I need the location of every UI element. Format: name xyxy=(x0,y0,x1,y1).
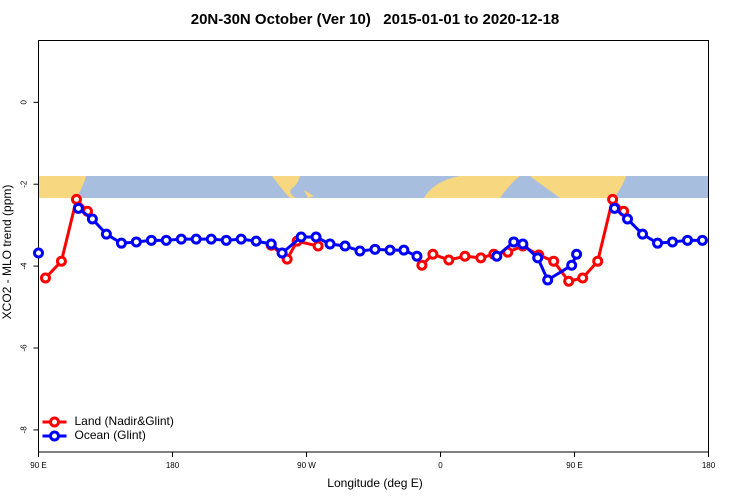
data-point xyxy=(39,272,51,284)
data-point xyxy=(310,231,322,243)
x-tick-label: 90 W xyxy=(297,461,316,470)
data-point xyxy=(265,238,277,250)
land-area xyxy=(38,176,86,198)
x-tick-label: 180 xyxy=(166,461,180,470)
data-point xyxy=(100,228,112,240)
data-point xyxy=(566,259,578,271)
data-point xyxy=(666,236,678,248)
land-area xyxy=(530,176,626,198)
legend-marker xyxy=(49,416,60,428)
data-point xyxy=(459,250,471,262)
data-point xyxy=(398,244,410,256)
x-tick-label: 180 xyxy=(702,461,716,470)
y-tick-label: -6 xyxy=(20,344,29,352)
data-point xyxy=(70,193,82,205)
data-point xyxy=(637,228,649,240)
y-tick-label: 0 xyxy=(20,100,29,105)
land-area xyxy=(304,190,314,198)
data-point xyxy=(145,234,157,246)
data-point xyxy=(205,233,217,245)
data-point xyxy=(571,248,583,260)
data-point xyxy=(517,238,529,250)
data-point xyxy=(696,234,708,246)
data-point xyxy=(276,247,288,259)
data-point xyxy=(607,193,619,205)
data-point xyxy=(532,252,544,264)
land-area xyxy=(272,176,300,198)
data-point xyxy=(577,272,589,284)
data-point xyxy=(592,255,604,267)
y-axis-title: XCO2 - MLO trend (ppm) xyxy=(0,185,14,320)
data-point xyxy=(339,240,351,252)
data-point xyxy=(416,259,428,271)
x-tick-label: 90 E xyxy=(30,461,46,470)
y-tick-label: -2 xyxy=(20,180,29,188)
x-tick-label: 90 E xyxy=(566,461,582,470)
data-point xyxy=(369,243,381,255)
legend-label: Land (Nadir&Glint) xyxy=(75,414,174,428)
data-point xyxy=(115,237,127,249)
data-point xyxy=(609,202,621,214)
data-point xyxy=(542,274,554,286)
data-point xyxy=(652,237,664,249)
data-point xyxy=(312,240,324,252)
chart-title: 20N-30N October (Ver 10) 2015-01-01 to 2… xyxy=(191,11,560,28)
map-strip xyxy=(38,176,709,198)
data-point xyxy=(443,254,455,266)
data-point xyxy=(563,275,575,287)
data-point xyxy=(622,213,634,225)
legend-marker xyxy=(49,430,60,442)
data-point xyxy=(475,252,487,264)
data-point xyxy=(160,234,172,246)
data-point xyxy=(175,233,187,245)
data-point xyxy=(250,235,262,247)
data-point xyxy=(295,231,307,243)
data-point xyxy=(33,247,44,259)
data-point xyxy=(508,236,520,248)
data-point xyxy=(130,236,142,248)
data-point xyxy=(354,245,366,257)
data-point xyxy=(682,234,694,246)
x-axis-title: Longitude (deg E) xyxy=(327,476,422,490)
data-point xyxy=(86,213,98,225)
data-point xyxy=(190,233,202,245)
data-point xyxy=(72,202,84,214)
data-point xyxy=(235,233,247,245)
data-point xyxy=(220,234,232,246)
data-point xyxy=(55,255,67,267)
legend-label: Ocean (Glint) xyxy=(75,428,146,442)
data-point xyxy=(411,250,423,262)
data-point xyxy=(491,250,503,262)
data-point xyxy=(384,244,396,256)
data-point xyxy=(548,255,560,267)
y-tick-label: -4 xyxy=(20,262,29,270)
data-point xyxy=(427,248,439,260)
plot-frame xyxy=(38,40,709,453)
x-tick-label: 0 xyxy=(438,461,443,470)
data-point xyxy=(324,238,336,250)
y-tick-label: -8 xyxy=(20,426,29,434)
land-area xyxy=(424,176,520,198)
